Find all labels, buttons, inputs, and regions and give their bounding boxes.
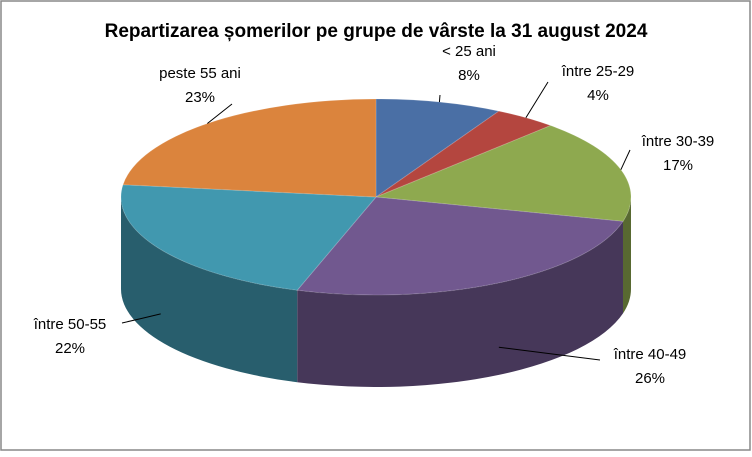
data-label-value: 22%	[55, 340, 85, 357]
leader-line	[498, 346, 601, 361]
data-label-value: 26%	[635, 370, 665, 387]
leader-line	[207, 103, 233, 124]
data-label-value: 23%	[185, 89, 215, 106]
slice	[375, 125, 632, 222]
data-label-value: 8%	[458, 67, 480, 84]
data-label-category: între 25-29	[561, 63, 635, 80]
slice	[375, 110, 552, 198]
data-label-category: între 50-55	[33, 316, 107, 333]
data-label-category: peste 55 ani	[159, 65, 241, 82]
data-label-category: între 40-49	[613, 346, 687, 363]
leader-line	[620, 149, 631, 170]
data-label-category: < 25 ani	[442, 43, 496, 60]
slice	[375, 98, 501, 198]
leader-line	[438, 94, 441, 103]
slice	[296, 196, 624, 296]
chart-title: Repartizarea șomerilor pe grupe de vârst…	[105, 21, 648, 42]
slice-side	[622, 197, 631, 314]
leader-line	[121, 313, 161, 324]
data-label-value: 17%	[663, 157, 693, 174]
slice	[120, 184, 378, 291]
slice-side	[297, 221, 623, 387]
slice-side	[121, 197, 298, 383]
data-label-category: între 30-39	[641, 133, 715, 150]
data-label-value: 4%	[587, 87, 609, 104]
leader-line	[525, 81, 549, 118]
